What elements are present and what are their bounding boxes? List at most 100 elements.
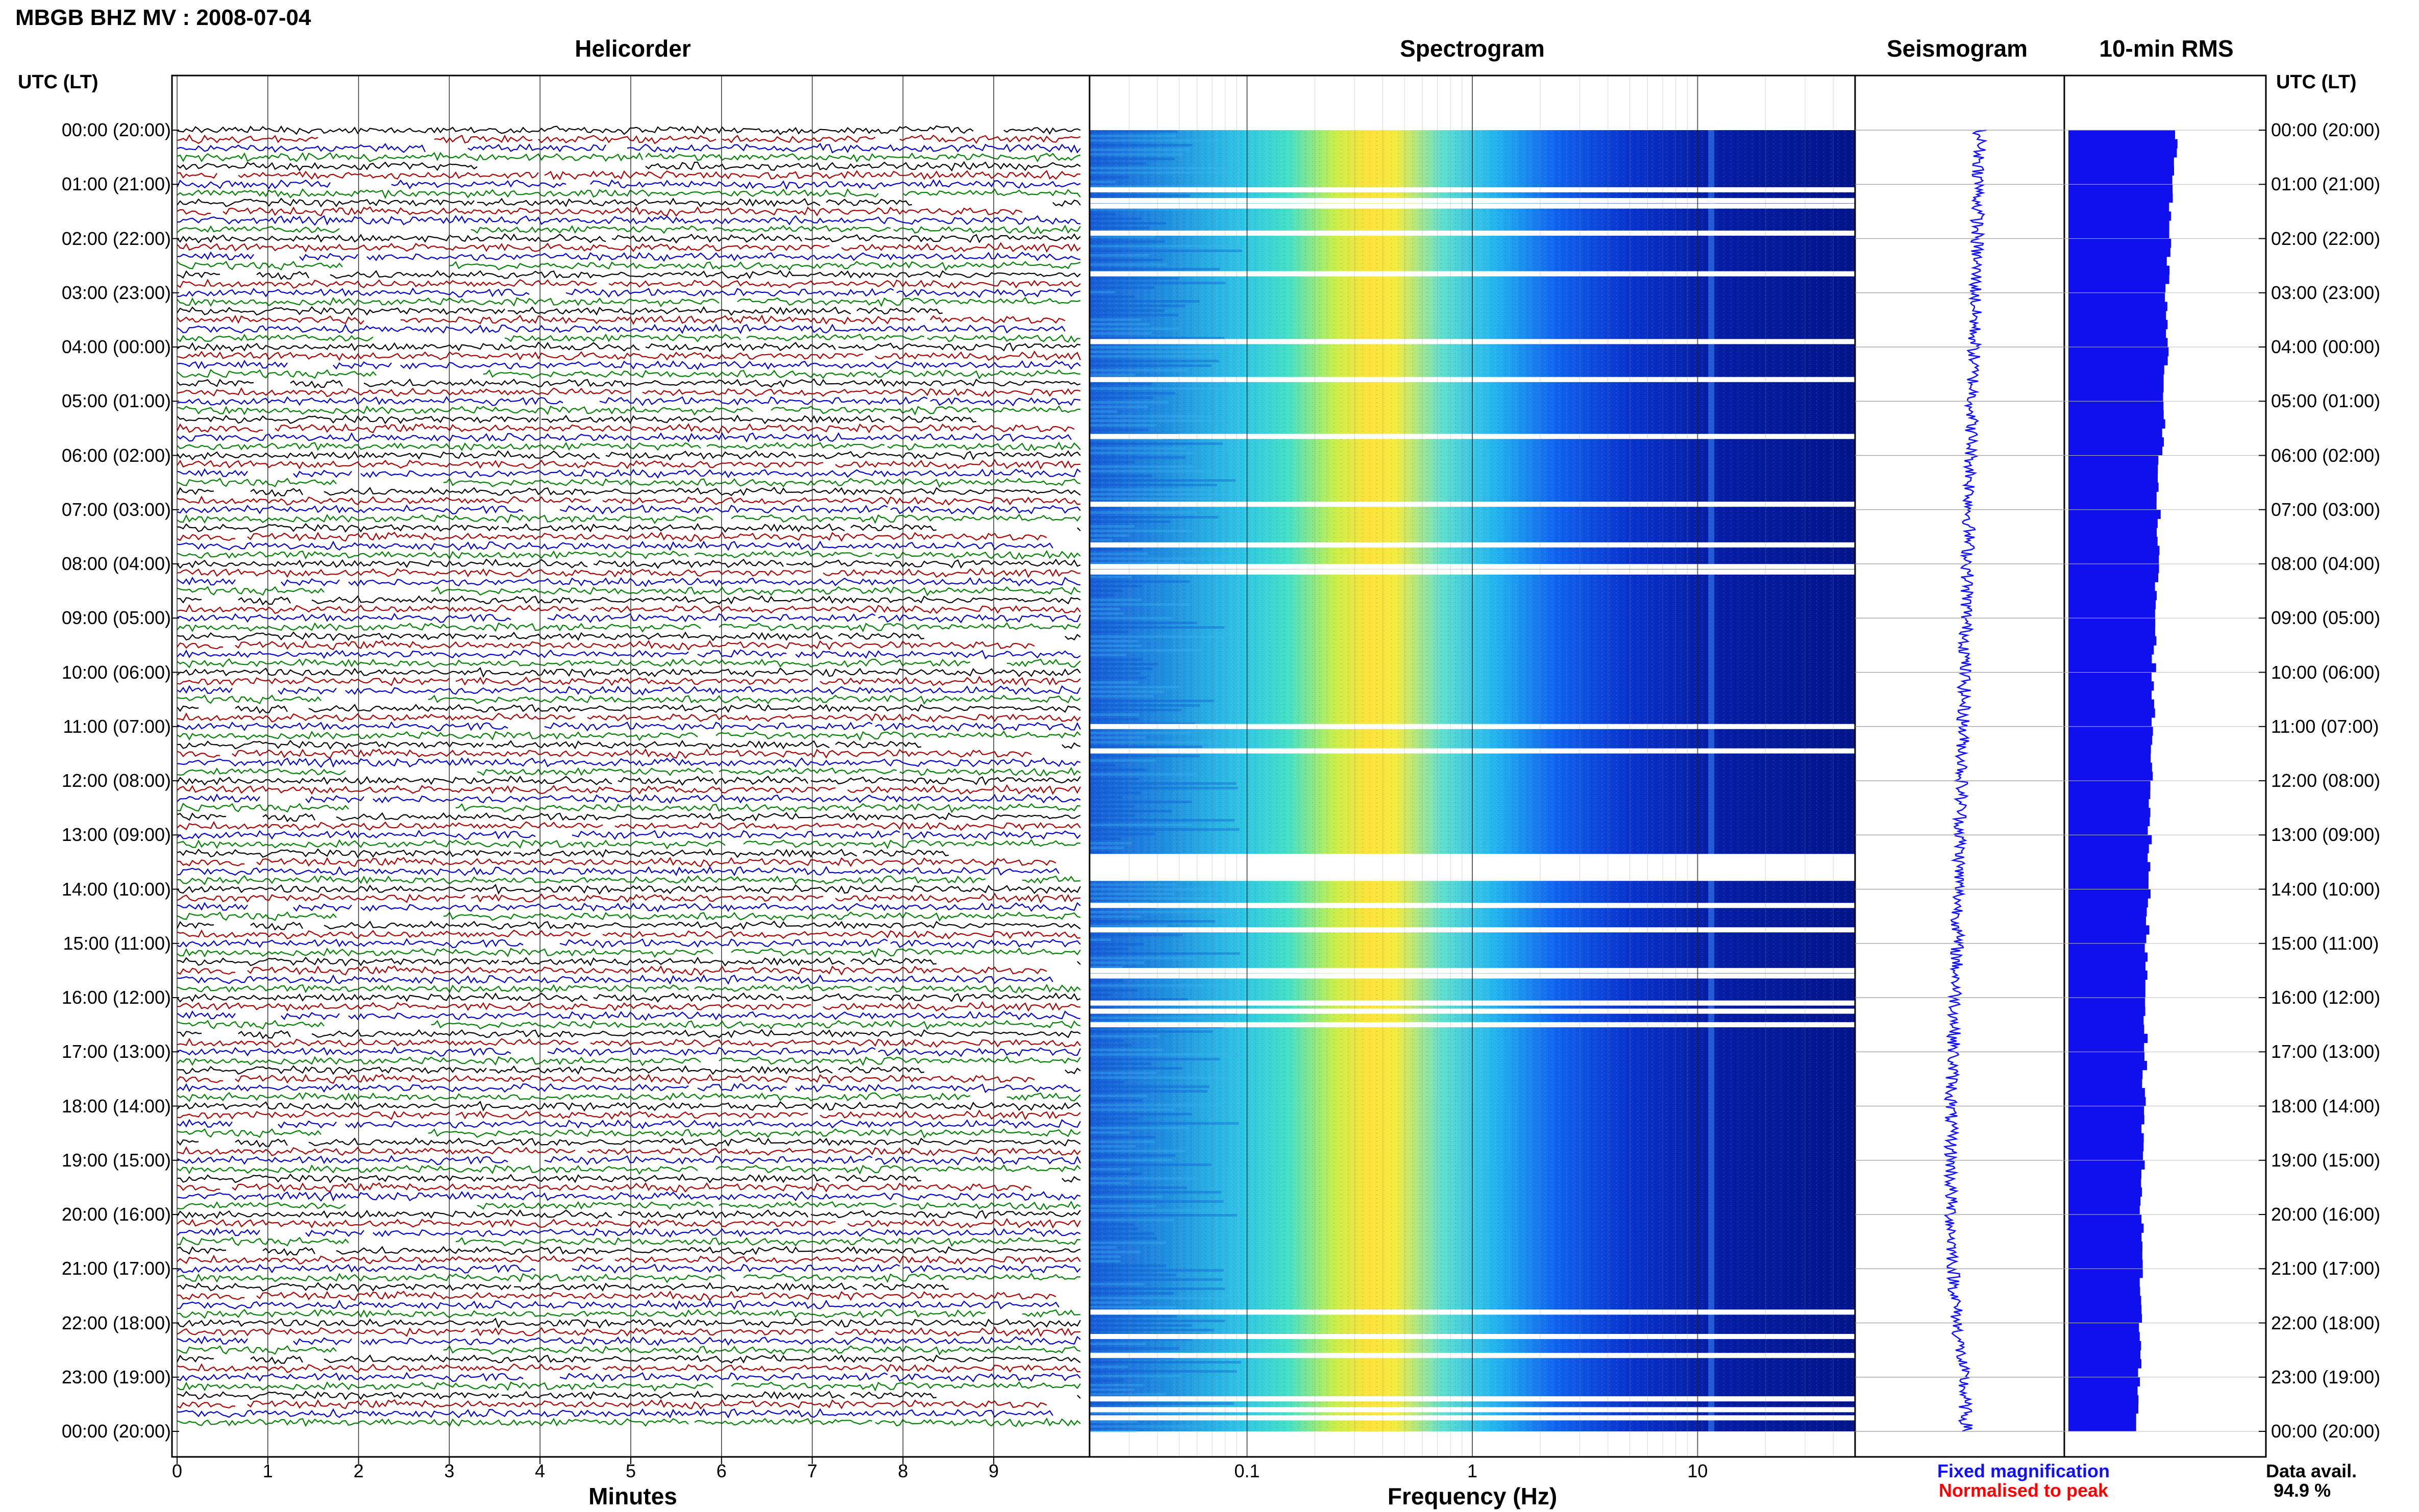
rms-title: 10-min RMS	[2099, 35, 2234, 62]
spectrogram-streak	[1090, 291, 1115, 293]
time-tick-right: 06:00 (02:00)	[2271, 444, 2381, 466]
rms-bar	[2068, 925, 2150, 935]
time-tick-right: 08:00 (04:00)	[2271, 553, 2381, 574]
spectrogram-streak	[1090, 369, 1188, 371]
helicorder-trace	[177, 478, 1081, 488]
time-tick-right: 23:00 (19:00)	[2271, 1366, 2381, 1387]
helicorder-trace	[177, 604, 1081, 614]
spectrogram-streak	[1090, 810, 1172, 812]
spectrogram-streak	[1090, 893, 1174, 895]
helicorder-trace	[177, 631, 1081, 641]
helicorder-trace	[177, 938, 1081, 949]
spectrogram-streak	[1090, 465, 1193, 468]
spectrogram-streak	[1090, 401, 1169, 404]
helicorder-trace	[177, 1283, 1080, 1291]
spectrogram-streak	[1090, 1182, 1130, 1184]
spectrogram-streak	[1090, 1232, 1154, 1235]
rms-bar	[2068, 1160, 2145, 1170]
rms-bar	[2068, 202, 2169, 212]
helicorder-trace	[177, 1029, 1081, 1039]
rms-bar	[2068, 699, 2154, 709]
spectrogram-streak	[1090, 1301, 1141, 1304]
time-tick-left: 23:00 (19:00)	[61, 1366, 171, 1387]
spectrogram-streak	[1090, 608, 1121, 610]
rms-bar	[2068, 907, 2147, 917]
spectrogram-streak	[1090, 1099, 1143, 1102]
spectrogram-streak	[1090, 351, 1219, 353]
rms-bar	[2068, 1242, 2143, 1251]
helicorder-trace	[177, 721, 1081, 732]
helicorder-trace	[177, 947, 1081, 958]
spectrogram-streak	[1090, 470, 1213, 473]
helicorder-trace	[177, 161, 1081, 172]
spectrogram-streak	[1090, 167, 1239, 169]
spectrogram-streak	[1090, 1076, 1226, 1079]
spectrogram-streak	[1090, 1219, 1174, 1221]
spectrogram-streak	[1090, 1251, 1141, 1253]
helicorder-trace	[177, 341, 1081, 352]
rms-bar	[2068, 329, 2166, 338]
helicorder-trace	[177, 829, 1081, 840]
helicorder-trace	[177, 433, 1080, 441]
spectrogram-streak	[1090, 227, 1149, 229]
time-tick-right: 01:00 (21:00)	[2271, 173, 2381, 195]
helicorder-trace	[177, 1037, 1081, 1048]
helicorder-trace	[177, 929, 1081, 939]
rms-bar	[2068, 1124, 2142, 1134]
spectrogram-streak	[1090, 1081, 1125, 1083]
rms-bar	[2068, 1151, 2143, 1161]
helicorder-trace	[177, 757, 1081, 769]
spectrogram-streak	[1090, 635, 1235, 638]
helicorder-trace	[177, 1020, 1081, 1030]
rms-bar	[2068, 130, 2175, 140]
time-tick-left: 16:00 (12:00)	[61, 987, 171, 1008]
rms-bar	[2068, 1025, 2144, 1034]
helicorder-trace	[177, 468, 1081, 479]
helicorder-trace	[177, 1417, 1081, 1427]
spectrogram-streak	[1090, 1104, 1223, 1106]
rms-bar	[2068, 772, 2153, 781]
spectrogram-streak	[1090, 539, 1113, 541]
rms-bar	[2068, 319, 2168, 330]
spectrogram-streak	[1090, 787, 1238, 789]
helicorder-trace	[177, 612, 1081, 624]
rms-bar	[2068, 193, 2173, 203]
spectrogram-streak	[1090, 1320, 1225, 1322]
helicorder-trace	[177, 315, 1080, 324]
spectrogram-streak	[1090, 589, 1123, 592]
rms-bar	[2068, 808, 2151, 817]
rms-bar	[2068, 816, 2150, 827]
helicorder-trace	[177, 134, 1081, 144]
spectrogram-streak	[1090, 888, 1221, 890]
rms-bar	[2068, 157, 2174, 167]
seismogram-title: Seismogram	[1886, 35, 2028, 62]
spectrogram-streak	[1090, 1329, 1214, 1331]
spectrogram-streak	[1090, 1168, 1130, 1171]
spectrogram-streak	[1090, 1007, 1114, 1010]
spectrogram-streak	[1090, 1136, 1155, 1138]
helicorder-tick-label: 1	[263, 1460, 273, 1481]
helicorder-tick-label: 0	[172, 1460, 182, 1481]
time-tick-right: 14:00 (10:00)	[2271, 878, 2381, 900]
spectrogram-streak	[1090, 681, 1138, 684]
spectrogram-streak	[1090, 769, 1147, 771]
spectrogram-streak	[1090, 1283, 1145, 1285]
helicorder-trace	[177, 784, 1081, 795]
spectrogram-streak	[1090, 704, 1200, 707]
helicorder-trace	[177, 794, 1081, 804]
helicorder-tick-label: 7	[807, 1460, 818, 1481]
rms-bar	[2068, 745, 2151, 754]
spectrogram-streak	[1090, 534, 1129, 537]
spectrogram-streak	[1090, 920, 1216, 923]
spectrogram-streak	[1090, 1177, 1199, 1180]
helicorder-tick-label: 9	[989, 1460, 999, 1481]
spectrogram-streak	[1090, 263, 1168, 266]
rms-bar	[2068, 1422, 2136, 1432]
spectrogram-streak	[1090, 1205, 1156, 1207]
spectrogram-streak	[1090, 1278, 1223, 1281]
helicorder-trace	[177, 867, 1080, 875]
helicorder-trace	[177, 233, 1081, 244]
rms-bar	[2068, 1052, 2145, 1061]
rms-bar	[2068, 1305, 2142, 1315]
helicorder-trace	[177, 541, 1080, 550]
